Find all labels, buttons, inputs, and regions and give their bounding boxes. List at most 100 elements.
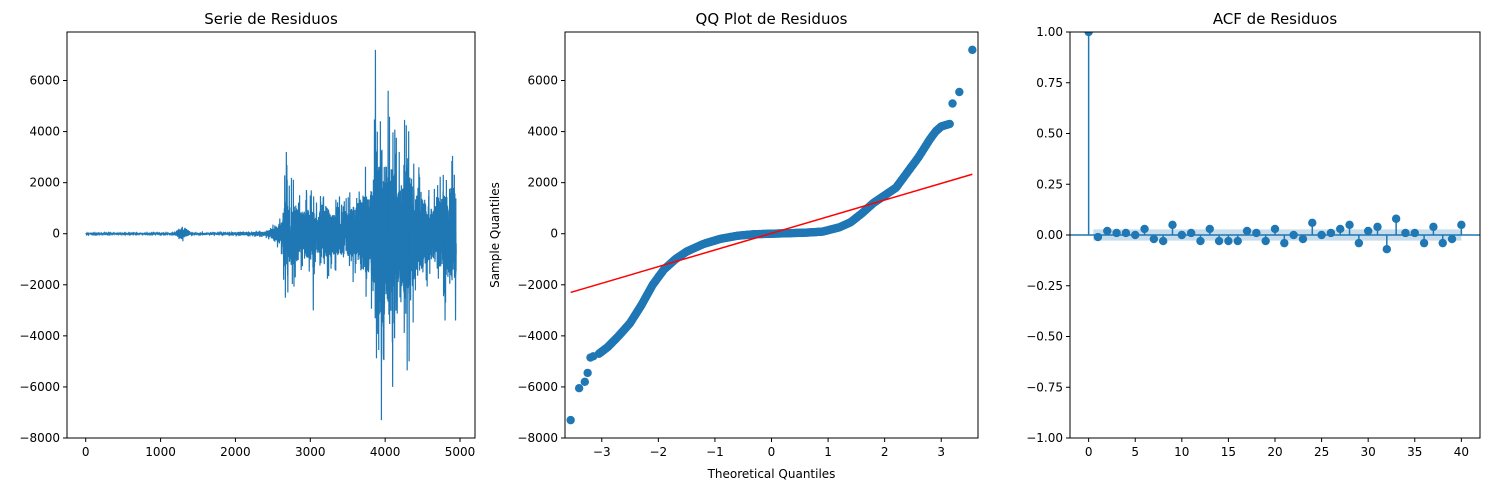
acf-marker: [1419, 238, 1429, 248]
x-tick-label: 2: [881, 445, 889, 459]
x-tick-label: −3: [593, 445, 611, 459]
acf-marker: [1354, 238, 1364, 248]
acf-marker: [1363, 226, 1373, 236]
x-tick-label: 15: [1221, 445, 1236, 459]
y-tick-label: 6000: [29, 74, 60, 88]
acf-panel: 0 5 10 15 20 25 30 35 40 −1.00 −0.75 −0.50 −0.25 0.00…: [1026, 10, 1481, 459]
x-tick-label: 3: [937, 445, 945, 459]
x-tick-label: 0: [1085, 445, 1093, 459]
y-tick-label: 6000: [527, 74, 558, 88]
y-tick-label: −4000: [19, 329, 60, 343]
y-tick-label: 0.25: [1036, 177, 1063, 191]
x-tick-label: 0: [82, 445, 90, 459]
x-tick-label: 3000: [295, 445, 326, 459]
y-tick-label: 0: [550, 227, 558, 241]
plot-area: [85, 49, 457, 421]
x-tick-label: 20: [1267, 445, 1282, 459]
qq-tail-point: [948, 99, 957, 108]
plot-area: [566, 45, 977, 425]
acf-marker: [1317, 230, 1326, 240]
acf-marker: [1382, 245, 1392, 254]
acf-marker: [1177, 230, 1187, 240]
y-tick-label: 4000: [29, 125, 60, 139]
qq-tail-point: [968, 45, 977, 55]
acf-marker: [1289, 230, 1298, 240]
y-tick-label: −6000: [19, 380, 60, 394]
acf-marker: [1457, 220, 1466, 230]
chart-title: ACF de Residuos: [1213, 10, 1338, 28]
acf-marker: [1280, 238, 1289, 248]
y-tick-label: 2000: [527, 176, 558, 190]
acf-marker: [1270, 224, 1280, 234]
acf-marker: [1252, 228, 1261, 238]
y-tick-label: −8000: [517, 431, 558, 445]
acf-marker: [1391, 214, 1401, 223]
qq-tail-point: [583, 368, 592, 378]
y-tick-label: 0: [52, 227, 60, 241]
x-tick-label: 1000: [145, 445, 176, 459]
qq-plot-panel: −3 −2 −1 0 1 2 3 −8000 −6000 −4000 −2000 0 2000 4000 6…: [488, 10, 979, 481]
qq-tail-point: [566, 415, 575, 425]
y-tick-label: 0.50: [1036, 127, 1063, 141]
acf-marker: [1308, 218, 1317, 228]
acf-marker: [1093, 232, 1103, 242]
acf-marker: [1186, 228, 1196, 238]
y-tick-label: 0.00: [1036, 228, 1063, 242]
acf-marker: [1224, 236, 1233, 246]
acf-marker: [1373, 222, 1382, 232]
qq-point: [945, 119, 954, 129]
y-tick-label: −8000: [19, 431, 60, 445]
qq-reference-line: [570, 173, 973, 294]
x-tick-label: 35: [1407, 445, 1422, 459]
y-tick-label: −0.75: [1026, 380, 1063, 394]
x-tick-label: −1: [706, 445, 724, 459]
y-tick-label: −2000: [19, 278, 60, 292]
x-tick-label: 2000: [220, 445, 251, 459]
acf-marker: [1233, 236, 1242, 246]
y-axis-label: Sample Quantiles: [488, 182, 502, 288]
acf-marker: [1447, 234, 1457, 244]
qq-tail-point: [580, 377, 589, 387]
acf-marker: [1103, 226, 1112, 236]
acf-marker: [1242, 226, 1252, 236]
y-tick-label: −0.50: [1026, 330, 1063, 344]
x-tick-label: −2: [649, 445, 667, 459]
acf-marker: [1149, 234, 1159, 244]
acf-marker: [1298, 234, 1308, 244]
acf-marker: [1410, 228, 1419, 238]
plot-area: [1070, 32, 1480, 254]
chart-title: QQ Plot de Residuos: [696, 10, 848, 28]
acf-marker: [1438, 238, 1447, 248]
acf-marker: [1205, 224, 1214, 234]
y-tick-label: 0.75: [1036, 76, 1063, 90]
x-axis-label: Theoretical Quantiles: [707, 467, 836, 481]
qq-tail-point: [574, 384, 584, 393]
qq-tail-point: [589, 352, 598, 361]
y-tick-label: −2000: [517, 278, 558, 292]
acf-marker: [1121, 228, 1131, 238]
acf-marker: [1140, 224, 1149, 234]
acf-marker: [1345, 220, 1354, 230]
acf-marker: [1084, 32, 1093, 37]
x-tick-label: 5000: [445, 445, 476, 459]
acf-marker: [1429, 222, 1438, 232]
x-tick-label: 30: [1361, 445, 1376, 459]
x-tick-label: 4000: [370, 445, 401, 459]
y-tick-label: 1.00: [1036, 25, 1063, 39]
x-tick-label: 25: [1314, 445, 1329, 459]
y-tick-label: 2000: [29, 176, 60, 190]
residual-peak-spikes: [285, 49, 457, 421]
acf-marker: [1158, 236, 1168, 246]
qq-tail-point: [955, 87, 964, 97]
y-tick-label: −4000: [517, 329, 558, 343]
x-tick-label: 10: [1174, 445, 1189, 459]
y-tick-label: −0.25: [1026, 279, 1063, 293]
residual-series-line: [85, 116, 457, 371]
acf-marker: [1401, 228, 1410, 238]
x-tick-label: 0: [768, 445, 776, 459]
y-tick-label: −1.00: [1026, 431, 1063, 445]
y-tick-label: 4000: [527, 125, 558, 139]
x-tick-label: 40: [1454, 445, 1469, 459]
acf-marker: [1196, 236, 1205, 246]
